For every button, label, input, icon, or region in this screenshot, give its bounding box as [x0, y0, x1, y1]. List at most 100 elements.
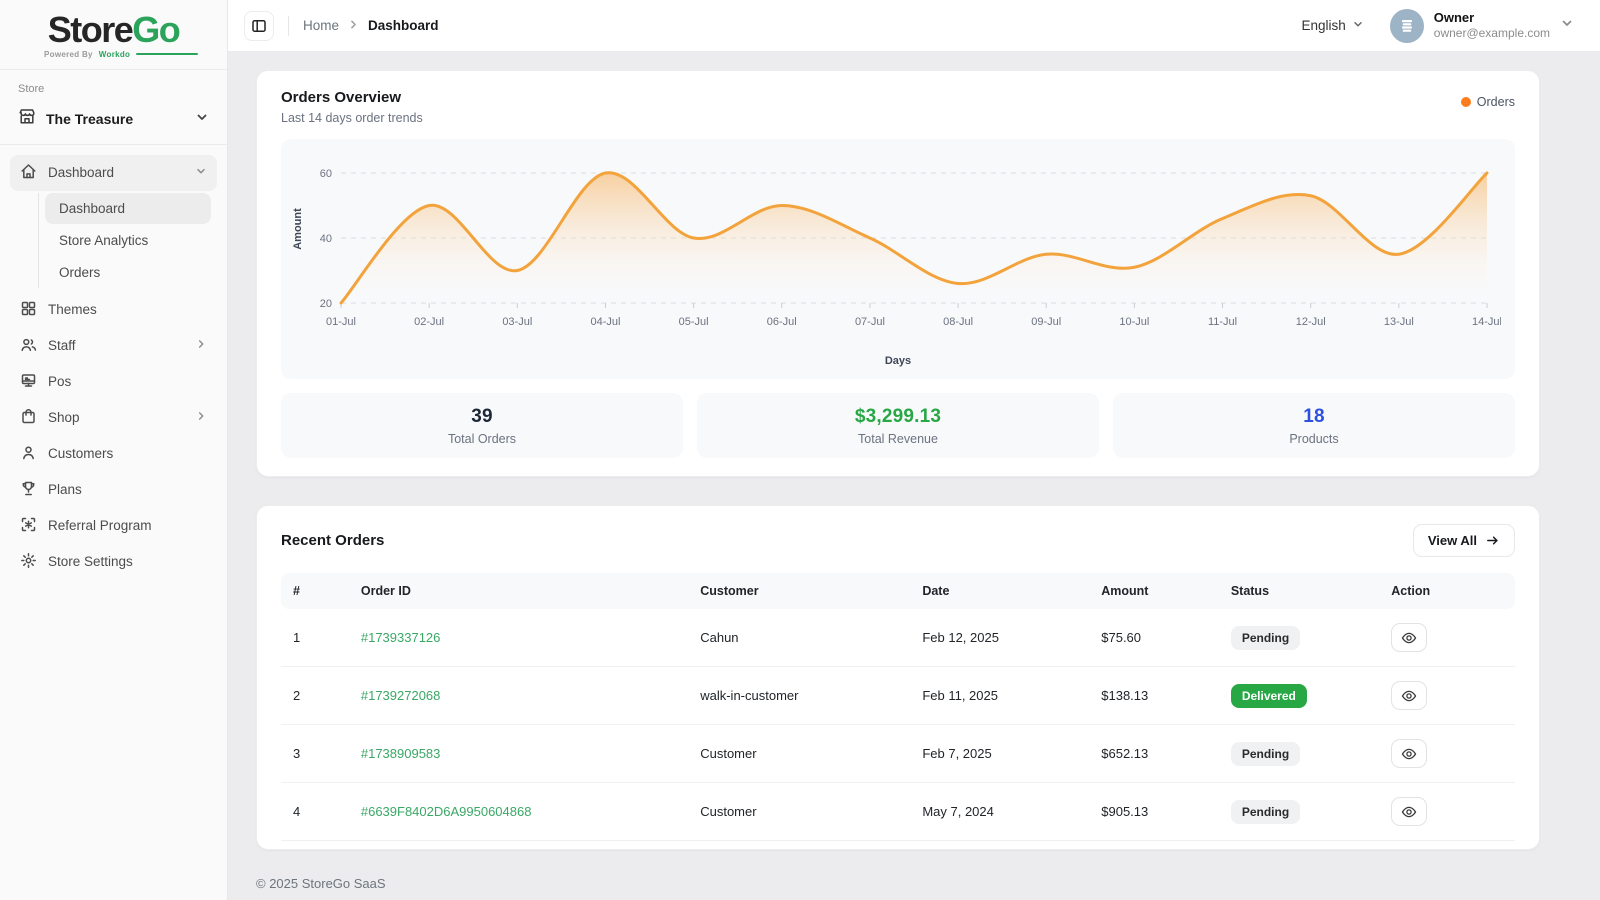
view-all-button[interactable]: View All — [1412, 524, 1515, 557]
breadcrumb-home[interactable]: Home — [303, 18, 340, 33]
svg-text:09-Jul: 09-Jul — [1031, 316, 1061, 328]
orders-overview-header: Orders Overview Last 14 days order trend… — [281, 89, 1515, 125]
status-badge: Pending — [1230, 741, 1301, 766]
col-status: Status — [1218, 573, 1380, 609]
grid-icon — [20, 300, 37, 320]
orders-overview-title: Orders Overview — [281, 89, 402, 106]
stat-value: 39 — [471, 406, 493, 427]
stat-label: Total Orders — [447, 432, 517, 446]
footer-copyright: © 2025 StoreGo SaaS — [256, 876, 386, 891]
sidebar-subitem-orders[interactable]: Orders — [59, 264, 101, 280]
avatar — [1389, 8, 1424, 43]
cell-customer: walk-in-customer — [688, 666, 911, 725]
overview-stats-row: 39 Total Orders $3,299.13 Total Revenue … — [281, 393, 1515, 458]
storefront-icon — [18, 108, 36, 131]
legend-dot-icon — [1460, 97, 1471, 107]
cell-amount: $138.13 — [1089, 666, 1219, 725]
chevron-down-icon — [195, 165, 207, 180]
sidebar: StoreGo Powered By Workdo Store The Trea… — [0, 0, 228, 900]
cell-num: 1 — [281, 609, 349, 667]
view-order-button[interactable] — [1391, 797, 1428, 826]
sidebar-item-label: Staff — [48, 338, 76, 354]
order-id-link[interactable]: #1739337126 — [360, 630, 441, 645]
table-row: 2 #1739272068 walk-in-customer Feb 11, 2… — [281, 666, 1515, 725]
sidebar-subitem-store-analytics[interactable]: Store Analytics — [59, 232, 149, 248]
svg-text:01-Jul: 01-Jul — [326, 316, 356, 328]
svg-text:12-Jul: 12-Jul — [1296, 316, 1326, 328]
stat-label: Products — [1289, 432, 1339, 446]
pos-icon — [20, 372, 37, 392]
brand-underline — [136, 53, 199, 56]
svg-text:04-Jul: 04-Jul — [590, 316, 620, 328]
view-order-button[interactable] — [1391, 623, 1428, 652]
chevron-down-icon — [195, 110, 209, 129]
language-selector[interactable]: English — [1301, 18, 1363, 33]
cell-num: 3 — [281, 724, 349, 783]
user-menu[interactable]: Owner owner@example.com — [1389, 8, 1574, 43]
sidebar-item-shop[interactable]: Shop — [10, 400, 217, 436]
stat-label: Total Revenue — [858, 432, 938, 446]
orders-overview-subtitle: Last 14 days order trends — [281, 111, 423, 125]
sidebar-item-staff[interactable]: Staff — [10, 328, 217, 364]
recent-orders-header: Recent Orders View All — [281, 524, 1515, 557]
breadcrumb-current: Dashboard — [368, 18, 439, 33]
stat-total-orders: 39 Total Orders — [281, 393, 683, 458]
store-selector[interactable]: The Treasure — [0, 99, 227, 144]
cell-date: May 7, 2024 — [910, 782, 1090, 841]
svg-text:11-Jul: 11-Jul — [1208, 316, 1237, 328]
sidebar-item-store-settings[interactable]: Store Settings — [10, 544, 217, 580]
sidebar-item-label: Customers — [48, 446, 114, 462]
chevron-down-icon — [1352, 18, 1364, 33]
eye-icon — [1401, 690, 1417, 701]
view-all-label: View All — [1427, 533, 1477, 548]
recent-orders-card: Recent Orders View All # Order ID Custom… — [256, 505, 1540, 850]
sidebar-item-label: Store Settings — [48, 554, 133, 570]
cell-date: Feb 11, 2025 — [910, 666, 1090, 725]
gear-icon — [20, 552, 37, 572]
view-order-button[interactable] — [1391, 739, 1428, 768]
view-order-button[interactable] — [1391, 681, 1428, 710]
sidebar-item-dashboard[interactable]: Dashboard — [10, 154, 217, 191]
eye-icon — [1401, 806, 1417, 817]
orders-chart-panel: Amount 60 40 20 01-Jul 02-Jul 03-Jul 04-Jul 05-… — [281, 139, 1515, 379]
order-id-link[interactable]: #6639F8402D6A9950604868 — [360, 804, 532, 819]
sidebar-divider — [0, 68, 227, 70]
language-label: English — [1301, 18, 1346, 33]
brand-wordmark-dark: Store — [47, 9, 134, 50]
svg-text:14-Jul: 14-Jul — [1472, 316, 1501, 328]
order-id-link[interactable]: #1738909583 — [360, 746, 441, 761]
sidebar-item-label: Referral Program — [48, 518, 152, 534]
sidebar-item-customers[interactable]: Customers — [10, 436, 217, 472]
table-header-row: # Order ID Customer Date Amount Status A… — [281, 573, 1515, 609]
stat-value: 18 — [1303, 406, 1325, 427]
cell-amount: $652.13 — [1089, 724, 1219, 783]
stat-value: $3,299.13 — [854, 406, 942, 427]
sidebar-subitem-dashboard[interactable]: Dashboard — [45, 192, 211, 224]
status-badge: Delivered — [1230, 683, 1307, 708]
chart-legend-orders[interactable]: Orders — [1460, 95, 1515, 109]
user-meta: Owner owner@example.com — [1434, 10, 1550, 41]
col-date: Date — [910, 573, 1090, 609]
svg-text:06-Jul: 06-Jul — [767, 316, 797, 328]
svg-text:20: 20 — [320, 298, 332, 310]
sidebar-item-referral-program[interactable]: Referral Program — [10, 508, 217, 544]
cell-date: Feb 12, 2025 — [910, 609, 1090, 667]
eye-icon — [1401, 748, 1417, 759]
status-badge: Pending — [1230, 799, 1301, 824]
powered-by-brand: Workdo — [98, 49, 131, 59]
sidebar-item-pos[interactable]: Pos — [10, 364, 217, 400]
sidebar-item-label: Dashboard — [48, 165, 115, 181]
recent-orders-table: # Order ID Customer Date Amount Status A… — [281, 573, 1515, 841]
sidebar-item-plans[interactable]: Plans — [10, 472, 217, 508]
cell-num: 4 — [281, 782, 349, 841]
col-num: # — [281, 573, 349, 609]
sidebar-item-label: Plans — [48, 482, 82, 498]
order-id-link[interactable]: #1739272068 — [360, 688, 441, 703]
brand-logo: StoreGo Powered By Workdo — [0, 0, 227, 69]
chevron-right-icon — [195, 338, 207, 353]
sidebar-toggle-button[interactable] — [244, 10, 274, 41]
sidebar-item-themes[interactable]: Themes — [10, 292, 217, 328]
sidebar-divider — [0, 143, 227, 145]
svg-text:05-Jul: 05-Jul — [679, 316, 709, 328]
